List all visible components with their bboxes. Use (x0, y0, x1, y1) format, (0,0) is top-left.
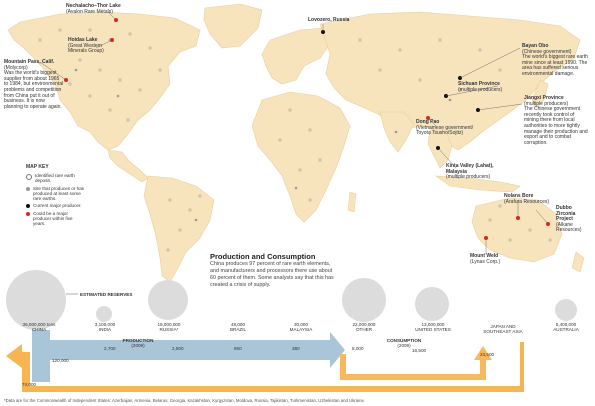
reserve-circles (6, 270, 577, 330)
map-key-item: Identified rare earth deposit. (26, 173, 86, 184)
value-japan-consumption: 23,500 (480, 352, 495, 357)
reserve-other (342, 278, 386, 322)
reserve-us (415, 287, 449, 321)
production-text: China produces 97 percent of rare earth … (210, 261, 334, 288)
label-dong-pao: Dong Pao (Vietnamese government/ Toyota T… (416, 119, 474, 137)
gray-dot-icon (26, 186, 30, 191)
production-flow-label: PRODUCTION (2009) (122, 338, 154, 348)
label-nolans: Nolans Bore (Arafura Resources) (504, 193, 550, 205)
label-bayan-obo: Bayan Obo (Chinese government) The world's… (522, 43, 588, 77)
map-key-title: MAP KEY (26, 164, 49, 170)
new-zealand (571, 251, 585, 273)
value-china-production: 120,000 (52, 358, 69, 363)
reserves-flow-graphic (6, 270, 577, 392)
map-key-item: Site that produces or has produced at le… (26, 186, 86, 202)
map-key-item: Could be a major producer within five ye… (26, 211, 86, 227)
label-kinta: Kinta Valley (Lahat), Malaysia (multiple … (446, 163, 494, 181)
country-other: 22,000,000 OTHER (352, 322, 376, 333)
label-mount-weld: Mount Weld (Lynas Corp.) (470, 253, 501, 265)
map-key-item: Current major producer. (26, 203, 86, 209)
greenland (203, 3, 263, 49)
leader-lines (39, 11, 549, 254)
production-title: Production and Consumption (210, 252, 316, 261)
value-other-consumption: 8,000 (352, 346, 364, 351)
production-block: Production and Consumption China produce… (210, 252, 338, 289)
deposit-dots (38, 28, 552, 252)
country-australia: 5,400,000 AUSTRALIA (553, 322, 579, 333)
country-india: 3,100,000 INDIA (94, 322, 116, 333)
africa (251, 91, 351, 223)
southeast-asia (427, 129, 453, 169)
europe (261, 27, 331, 85)
map-key: MAP KEY Identified rare earth deposit. S… (26, 164, 86, 229)
value-russia-production: 2,500 (172, 346, 184, 351)
label-dubbo: Dubbo Zirconia Project (Alkane Resources) (556, 205, 582, 234)
country-china: 36,000,000 tons CHINA (22, 322, 56, 333)
country-russia: 19,000,000 RUSSIA* (157, 322, 181, 333)
reserve-india (96, 306, 112, 322)
production-flow (32, 330, 345, 382)
label-lovozero: Lovozero, Russia (308, 17, 350, 23)
value-india-production: 2,700 (104, 346, 116, 351)
reserve-china (6, 270, 66, 330)
label-nechalacho: Nechalacho–Thor Lake (Avalon Rare Metals) (66, 3, 121, 15)
black-dot-icon (26, 204, 30, 209)
central-america (107, 149, 149, 183)
reserves-label: ESTIMATED RESERVES (80, 292, 133, 297)
north-america (7, 11, 201, 151)
reserve-russia (148, 280, 188, 320)
label-mountain-pass: Mountain Pass, Calif. (Molycorp) Was the w… (4, 59, 64, 110)
japan (531, 79, 549, 109)
footnote: *Data are for the Commonwealth of Indepe… (4, 398, 366, 403)
consumption-flow-label: CONSUMPTION (2009) (386, 338, 422, 348)
value-brazil-production: 650 (234, 346, 242, 351)
country-japan-sea: JAPAN AND SOUTHEAST ASIA (483, 324, 523, 335)
label-jiangxi: Jiangxi Province (multiple producers) The … (524, 95, 588, 146)
value-us-consumption: 16,500 (412, 348, 427, 353)
country-brazil: 48,000 BRAZIL (229, 322, 247, 333)
gray-producer-dots (74, 68, 452, 222)
indonesia (434, 175, 521, 193)
country-us: 13,000,000 UNITED STATES (415, 322, 451, 333)
madagascar (347, 191, 357, 213)
red-dot-icon (26, 211, 30, 216)
consumption-flow-upper (340, 346, 492, 380)
reserve-australia (555, 299, 577, 321)
world-map (7, 3, 585, 283)
label-hoidas: Hoidas Lake (Great Western Minerals Group… (68, 37, 104, 55)
consumption-flow (6, 342, 524, 392)
value-china-consumption: 74,000 (22, 382, 37, 387)
open-dot-icon (26, 174, 32, 180)
value-malaysia-production: 380 (292, 346, 300, 351)
country-malaysia: 30,000 MALAYSIA (289, 322, 313, 333)
label-sichuan: Sichuan Province (multiple producers) (458, 81, 503, 93)
